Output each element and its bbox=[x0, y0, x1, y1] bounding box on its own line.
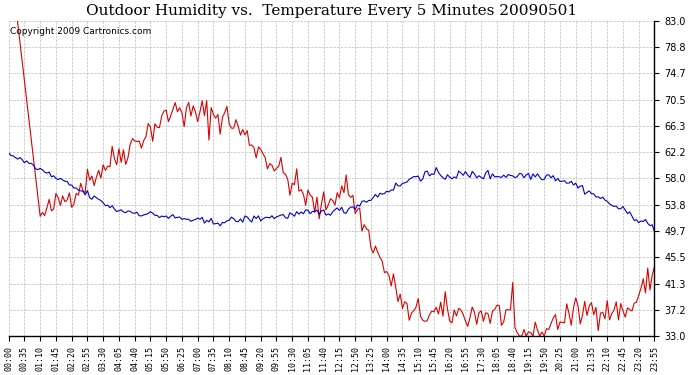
Text: Copyright 2009 Cartronics.com: Copyright 2009 Cartronics.com bbox=[10, 27, 151, 36]
Title: Outdoor Humidity vs.  Temperature Every 5 Minutes 20090501: Outdoor Humidity vs. Temperature Every 5… bbox=[86, 4, 577, 18]
